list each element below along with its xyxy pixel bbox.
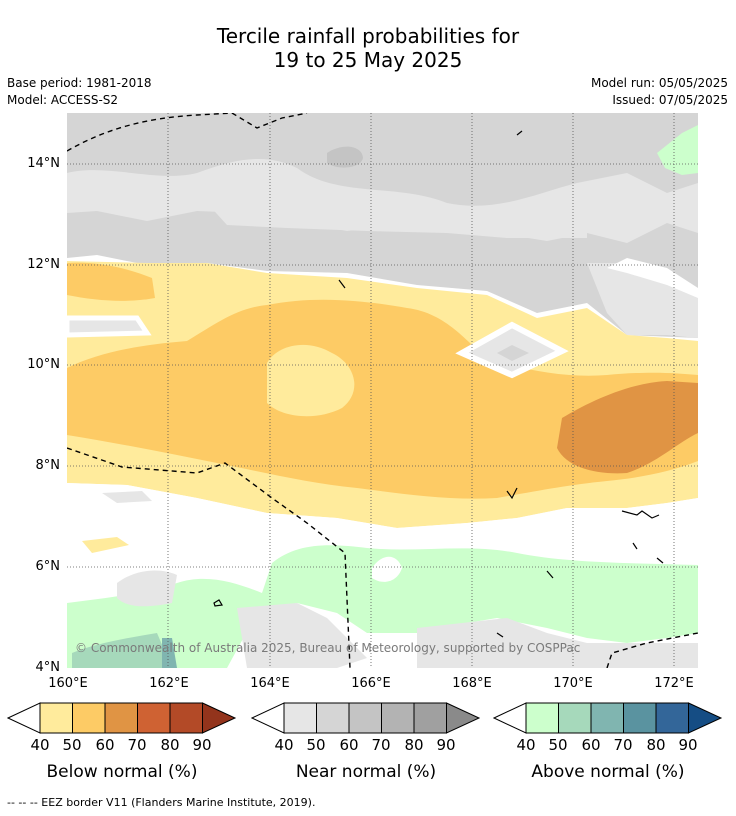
colorbar-swatch <box>170 703 203 733</box>
colorbar-tick: 90 <box>678 736 698 754</box>
colorbar-swatch <box>414 703 447 733</box>
graticule <box>67 113 698 668</box>
near-normal-colorbar-svg <box>250 702 481 734</box>
near-normal-small-left <box>102 491 152 503</box>
rainfall-probability-map[interactable] <box>67 113 698 668</box>
above-normal-colorbar-svg <box>492 702 723 734</box>
colorbar-tick: 80 <box>160 736 180 754</box>
colorbar-tick: 60 <box>581 736 601 754</box>
colorbar-extend-high <box>688 703 721 733</box>
below-normal-region-50-left <box>67 262 155 301</box>
below-normal-core-40 <box>267 344 355 417</box>
y-tick-label: 14°N <box>27 156 60 171</box>
copyright-credit: © Commonwealth of Australia 2025, Bureau… <box>75 641 581 655</box>
near-normal-legend-title: Near normal (%) <box>295 762 437 782</box>
x-tick-label: 162°E <box>149 676 189 691</box>
issued-label: Issued: 07/05/2025 <box>612 93 728 107</box>
colorbar-swatch <box>316 703 349 733</box>
colorbar-tick: 70 <box>613 736 633 754</box>
above-normal-colorbar <box>492 702 723 738</box>
colorbar-swatch <box>591 703 624 733</box>
colorbar-tick: 40 <box>274 736 294 754</box>
colorbar-tick: 80 <box>404 736 424 754</box>
colorbar-extend-low <box>6 702 41 734</box>
colorbar-tick: 40 <box>30 736 50 754</box>
colorbar-tick: 90 <box>436 736 456 754</box>
x-tick-label: 168°E <box>452 676 492 691</box>
x-tick-label: 166°E <box>351 676 391 691</box>
model-run-label: Model run: 05/05/2025 <box>590 76 728 90</box>
map-title-line-1: Tercile rainfall probabilities for <box>216 24 520 48</box>
colorbar-tick: 50 <box>306 736 326 754</box>
below-normal-colorbar <box>6 702 237 738</box>
near-normal-inside-yellow-core <box>497 345 529 361</box>
blank-gap-island <box>372 556 402 582</box>
colorbar-swatch <box>349 703 382 733</box>
above-normal-top-right <box>657 125 698 175</box>
y-tick-label: 8°N <box>35 458 61 473</box>
below-normal-colorbar-svg <box>6 702 237 734</box>
colorbar-swatch <box>284 703 317 733</box>
colorbar-tick: 50 <box>62 736 82 754</box>
x-tick-label: 172°E <box>654 676 694 691</box>
eez-footnote: -- -- -- EEZ border V11 (Flanders Marine… <box>7 796 316 809</box>
model-label: Model: ACCESS-S2 <box>7 93 119 107</box>
below-normal-region-50 <box>67 299 698 499</box>
colorbar-swatch <box>72 703 105 733</box>
blank-region-top <box>607 258 698 298</box>
colorbar-tick: 50 <box>548 736 568 754</box>
coastlines <box>213 130 664 638</box>
map-canvas <box>67 113 698 668</box>
colorbar-extend-low <box>492 702 527 734</box>
colorbar-swatch <box>40 703 73 733</box>
near-normal-bottom-grey <box>237 603 367 668</box>
colorbar-swatch <box>105 703 138 733</box>
above-normal-region-60 <box>162 638 177 668</box>
eez-border <box>67 113 698 668</box>
near-normal-blob <box>327 146 363 168</box>
near-normal-bottom-grey-right <box>417 618 698 668</box>
colorbar-tick: 60 <box>95 736 115 754</box>
colorbar-tick: 40 <box>516 736 536 754</box>
below-normal-small-left <box>82 537 129 553</box>
colorbar-tick: 80 <box>646 736 666 754</box>
blank-band <box>67 483 698 533</box>
above-normal-legend-title: Above normal (%) <box>531 762 685 782</box>
colorbar-tick: 70 <box>371 736 391 754</box>
above-normal-region-50 <box>72 633 172 668</box>
near-normal-region-right <box>587 263 698 338</box>
below-normal-region-60 <box>557 381 698 474</box>
x-tick-label: 170°E <box>553 676 593 691</box>
near-normal-left-notch <box>67 315 152 338</box>
colorbar-tick: 60 <box>339 736 359 754</box>
y-tick-label: 4°N <box>35 660 61 675</box>
x-tick-label: 164°E <box>250 676 290 691</box>
y-tick-label: 6°N <box>35 559 61 574</box>
near-normal-bottom-left <box>117 570 177 607</box>
y-tick-label: 12°N <box>27 257 60 272</box>
colorbar-tick: 90 <box>192 736 212 754</box>
colorbar-swatch <box>526 703 559 733</box>
x-tick-label: 160°E <box>48 676 88 691</box>
base-period-label: Base period: 1981-2018 <box>7 76 152 90</box>
colorbar-extend-high <box>446 703 479 733</box>
colorbar-tick: 70 <box>127 736 147 754</box>
colorbar-swatch <box>656 703 689 733</box>
colorbar-swatch <box>381 703 414 733</box>
colorbar-swatch <box>623 703 656 733</box>
near-normal-colorbar <box>250 702 481 738</box>
colorbar-extend-low <box>250 702 285 734</box>
near-normal-region-40b <box>207 199 587 238</box>
colorbar-swatch <box>137 703 170 733</box>
y-tick-label: 10°N <box>27 357 60 372</box>
map-title-line-2: 19 to 25 May 2025 <box>273 48 463 72</box>
colorbar-extend-high <box>202 703 235 733</box>
below-normal-legend-title: Below normal (%) <box>46 762 198 782</box>
colorbar-swatch <box>558 703 591 733</box>
